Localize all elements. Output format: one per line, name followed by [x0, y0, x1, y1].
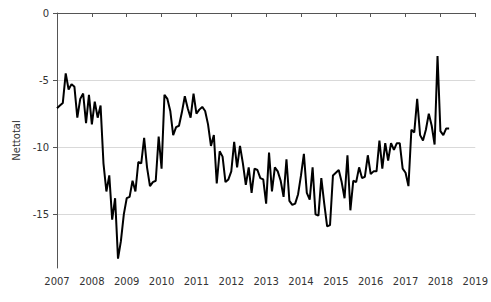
svg-text:2010: 2010 — [149, 276, 174, 287]
svg-text:2007: 2007 — [44, 276, 69, 287]
svg-text:2014: 2014 — [288, 276, 313, 287]
svg-text:-15: -15 — [33, 209, 49, 220]
svg-text:-5: -5 — [39, 75, 49, 86]
svg-text:2008: 2008 — [79, 276, 104, 287]
svg-text:-10: -10 — [33, 142, 49, 153]
svg-text:2018: 2018 — [428, 276, 453, 287]
svg-text:2013: 2013 — [253, 276, 278, 287]
svg-text:2019: 2019 — [463, 276, 488, 287]
svg-text:Nettotal: Nettotal — [11, 120, 22, 160]
svg-text:0: 0 — [43, 8, 49, 19]
svg-text:2011: 2011 — [184, 276, 209, 287]
svg-text:2017: 2017 — [393, 276, 418, 287]
svg-text:2012: 2012 — [219, 276, 244, 287]
svg-text:2015: 2015 — [323, 276, 348, 287]
svg-text:2016: 2016 — [358, 276, 383, 287]
svg-text:2009: 2009 — [114, 276, 139, 287]
